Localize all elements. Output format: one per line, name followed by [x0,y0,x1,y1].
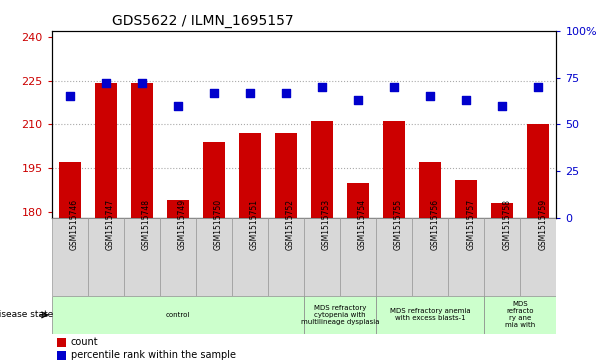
Text: GSM1515755: GSM1515755 [394,199,403,250]
Bar [232,218,268,296]
Bar [131,83,153,218]
Bar [412,218,448,296]
Bar [160,218,196,296]
Bar [448,218,484,296]
Point [426,93,435,99]
Point [137,80,147,86]
Bar [376,296,484,334]
Bar [420,162,441,218]
Point [389,84,399,90]
Text: GSM1515746: GSM1515746 [70,199,78,250]
Bar [484,218,520,296]
Bar [275,133,297,218]
Bar [268,218,304,296]
Bar [376,218,412,296]
Bar [203,142,225,218]
Text: GSM1515752: GSM1515752 [286,199,295,249]
Bar [491,203,513,218]
Text: MDS refractory anemia
with excess blasts-1: MDS refractory anemia with excess blasts… [390,309,471,321]
Bar [59,162,80,218]
Text: MDS
refracto
ry ane
mia with: MDS refracto ry ane mia with [505,301,536,329]
Bar [196,218,232,296]
Text: GDS5622 / ILMN_1695157: GDS5622 / ILMN_1695157 [112,15,294,28]
Point [317,84,327,90]
Bar [167,200,188,218]
Text: GSM1515758: GSM1515758 [502,199,511,249]
Bar [528,124,549,218]
Text: GSM1515759: GSM1515759 [538,199,547,250]
Bar [95,83,117,218]
Text: percentile rank within the sample: percentile rank within the sample [71,350,236,360]
Point [533,84,543,90]
Bar [124,218,160,296]
Bar [88,218,124,296]
Text: control: control [165,312,190,318]
Text: disease state: disease state [0,310,54,319]
Bar [304,296,376,334]
Text: GSM1515750: GSM1515750 [214,199,223,250]
Bar [52,218,88,296]
Text: GSM1515749: GSM1515749 [178,199,187,250]
Bar [347,183,369,218]
Point [65,93,75,99]
Point [353,97,363,103]
Text: GSM1515756: GSM1515756 [430,199,439,250]
Point [245,90,255,95]
Text: count: count [71,337,98,347]
Bar [304,218,340,296]
Text: GSM1515757: GSM1515757 [466,199,475,250]
Text: GSM1515753: GSM1515753 [322,199,331,250]
Bar [57,351,66,360]
Point [209,90,219,95]
Bar [484,296,556,334]
Text: GSM1515748: GSM1515748 [142,199,151,249]
Bar [520,218,556,296]
Text: GSM1515747: GSM1515747 [106,199,115,250]
Text: MDS refractory
cytopenia with
multilineage dysplasia: MDS refractory cytopenia with multilinea… [301,305,379,325]
Point [497,103,507,109]
Bar [239,133,261,218]
Bar [383,121,405,218]
Bar [57,338,66,347]
Bar [340,218,376,296]
Bar [311,121,333,218]
Text: GSM1515751: GSM1515751 [250,199,259,249]
Point [101,80,111,86]
Text: GSM1515754: GSM1515754 [358,199,367,250]
Point [281,90,291,95]
Point [173,103,183,109]
Bar [455,180,477,218]
Bar [52,296,304,334]
Point [461,97,471,103]
